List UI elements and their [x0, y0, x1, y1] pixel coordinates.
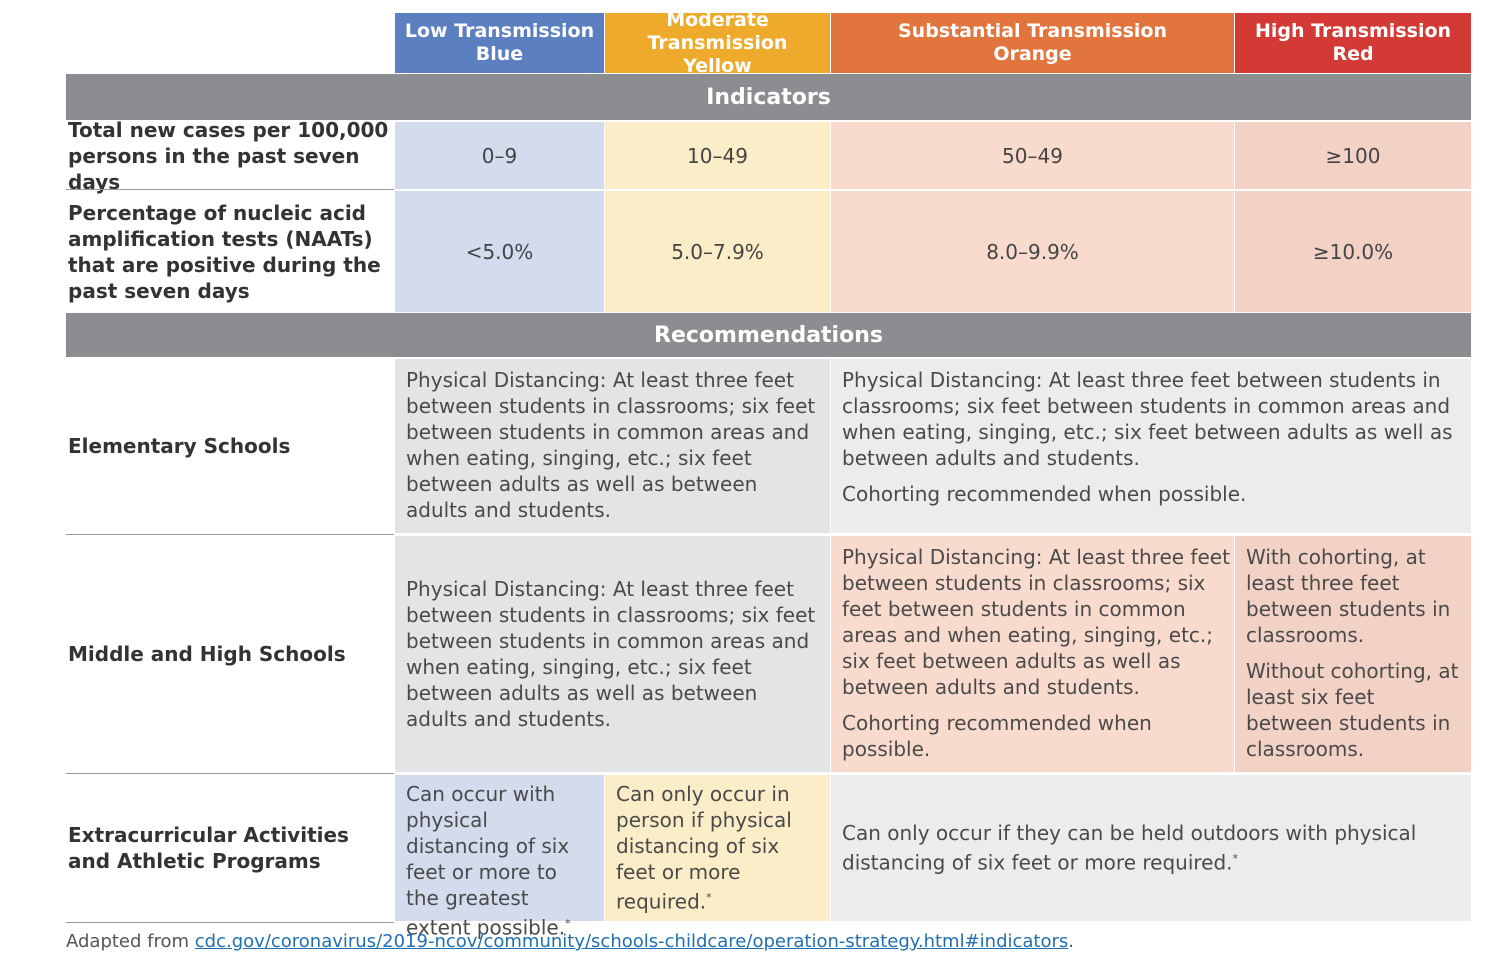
value-high-new-cases: ≥100	[1235, 122, 1471, 189]
rec-text: Physical Distancing: At least three feet…	[842, 368, 1453, 470]
value-moderate-new-cases: 10–49	[605, 122, 830, 189]
indicator-label-new-cases: Total new cases per 100,000 persons in t…	[66, 118, 394, 194]
indicators-band: Indicators	[66, 74, 1471, 120]
source-link[interactable]: cdc.gov/coronavirus/2019-ncov/community/…	[194, 931, 1069, 952]
header-substantial-line2: Orange	[993, 43, 1072, 65]
header-moderate-line1: Moderate Transmission	[647, 8, 788, 54]
rec-text: Can only occur if they can be held outdo…	[842, 820, 1461, 876]
recommendations-band: Recommendations	[66, 313, 1471, 357]
rec-text: Cohorting recommended when possible.	[842, 711, 1152, 761]
rec-text: Physical Distancing: At least three feet…	[406, 368, 816, 522]
indicators-title: Indicators	[706, 84, 831, 110]
value-text: 0–9	[481, 143, 518, 168]
indicator-label-line: persons in the past seven days	[68, 143, 360, 194]
rec-extracurricular-low: Can occur with physical distancing of si…	[395, 775, 604, 940]
value-moderate-naat: 5.0–7.9%	[605, 191, 830, 312]
indicator-label-line: amplification tests (NAATs)	[68, 226, 373, 251]
source-footnote: Adapted from cdc.gov/coronavirus/2019-nc…	[66, 931, 1486, 955]
header-moderate-transmission: Moderate Transmission Yellow	[605, 9, 830, 77]
row-label-line: Extracurricular Activities	[68, 823, 349, 847]
row-divider	[66, 922, 394, 923]
value-text: ≥10.0%	[1312, 239, 1394, 264]
footnote-mark: *	[565, 917, 571, 930]
header-high-line1: High Transmission	[1254, 20, 1452, 42]
rec-text: Physical Distancing: At least three feet…	[842, 545, 1230, 699]
row-label-extracurricular: Extracurricular Activities and Athletic …	[66, 775, 394, 921]
rec-extracurricular-moderate: Can only occur in person if physical dis…	[605, 775, 830, 921]
rec-text-body: Can only occur if they can be held outdo…	[842, 821, 1417, 875]
value-low-new-cases: 0–9	[395, 122, 604, 189]
rec-text: Physical Distancing: At least three feet…	[406, 577, 816, 731]
row-divider	[66, 189, 394, 190]
header-substantial-line1: Substantial Transmission	[897, 20, 1167, 42]
rec-middle-high-low-moderate: Physical Distancing: At least three feet…	[395, 536, 830, 772]
rec-text: With cohorting, at least three feet betw…	[1246, 545, 1451, 647]
indicator-label-line: Total new cases per 100,000	[68, 117, 389, 142]
recommendations-title: Recommendations	[654, 322, 883, 348]
indicator-label-line: Percentage of nucleic acid	[68, 200, 366, 225]
row-label-text: Elementary Schools	[68, 434, 291, 458]
header-substantial-transmission: Substantial Transmission Orange	[831, 13, 1234, 73]
row-label-middle-high: Middle and High Schools	[66, 536, 394, 772]
header-low-line2: Blue	[475, 43, 524, 65]
rec-text-body: Can only occur in person if physical dis…	[616, 782, 792, 914]
rec-text-body: Can occur with physical distancing of si…	[406, 782, 570, 940]
indicator-label-line: that are positive during the	[68, 252, 381, 277]
row-divider	[66, 773, 394, 774]
row-label-text: Middle and High Schools	[68, 642, 346, 666]
rec-middle-high-high: With cohorting, at least three feet betw…	[1235, 536, 1471, 772]
rec-text: Without cohorting, at least six feet bet…	[1246, 659, 1459, 761]
value-text: 8.0–9.9%	[986, 239, 1079, 264]
header-high-transmission: High Transmission Red	[1235, 13, 1471, 73]
header-low-line1: Low Transmission	[404, 20, 595, 42]
rec-text: Can occur with physical distancing of si…	[406, 781, 594, 941]
header-moderate-line2: Yellow	[683, 54, 752, 77]
indicator-label-naat-positivity: Percentage of nucleic acid amplification…	[66, 191, 394, 312]
value-text: 10–49	[687, 143, 748, 168]
row-label-line: and Athletic Programs	[68, 849, 321, 873]
rec-extracurricular-substantial-high: Can only occur if they can be held outdo…	[831, 775, 1471, 921]
value-substantial-new-cases: 50–49	[831, 122, 1234, 189]
value-text: <5.0%	[465, 239, 534, 264]
value-low-naat: <5.0%	[395, 191, 604, 312]
value-high-naat: ≥10.0%	[1235, 191, 1471, 312]
row-divider	[66, 534, 394, 535]
value-substantial-naat: 8.0–9.9%	[831, 191, 1234, 312]
rec-middle-high-substantial: Physical Distancing: At least three feet…	[831, 536, 1234, 772]
value-text: ≥100	[1325, 143, 1381, 168]
header-high-line2: Red	[1332, 43, 1374, 65]
rec-elementary-low-moderate: Physical Distancing: At least three feet…	[395, 359, 830, 533]
row-label-elementary: Elementary Schools	[66, 359, 394, 533]
footnote-mark: *	[1232, 852, 1239, 866]
source-prefix: Adapted from	[66, 931, 195, 952]
header-low-transmission: Low Transmission Blue	[395, 13, 604, 73]
rec-elementary-substantial-high: Physical Distancing: At least three feet…	[831, 359, 1471, 533]
rec-text: Cohorting recommended when possible.	[842, 482, 1247, 506]
rec-text: Can only occur in person if physical dis…	[616, 781, 820, 915]
indicator-label-line: past seven days	[68, 278, 250, 303]
value-text: 50–49	[1002, 143, 1063, 168]
value-text: 5.0–7.9%	[671, 239, 764, 264]
footnote-mark: *	[706, 891, 712, 904]
source-suffix: .	[1068, 931, 1075, 952]
